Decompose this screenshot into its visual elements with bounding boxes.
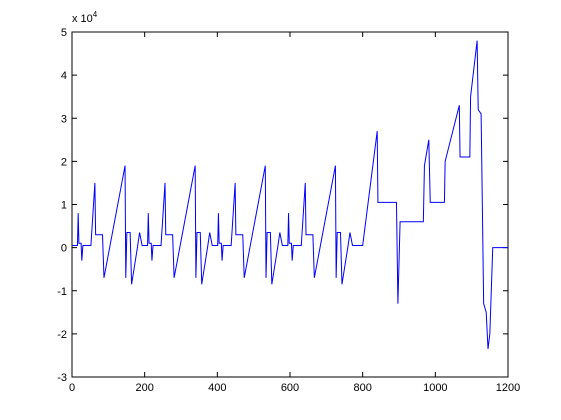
x-tick-label: 200 (135, 382, 153, 394)
x-tick-label: 400 (208, 382, 226, 394)
y-tick-label: -1 (57, 286, 67, 298)
axes-box (71, 31, 509, 378)
y-exponent: x 104 (72, 10, 98, 25)
y-tick-label: -3 (57, 372, 67, 384)
y-tick-label: 4 (61, 70, 67, 82)
y-tick-label: 0 (61, 243, 67, 255)
exponent-base: x 10 (72, 13, 93, 25)
exponent-power: 4 (93, 10, 98, 19)
data-line (72, 40, 508, 350)
x-tick-label: 600 (281, 382, 299, 394)
y-tick-label: 5 (61, 27, 67, 39)
x-tick-label: 1000 (423, 382, 447, 394)
y-tick-label: 3 (61, 113, 67, 125)
x-tick-label: 800 (353, 382, 371, 394)
y-tick-label: -2 (57, 329, 67, 341)
x-tick-label: 0 (69, 382, 75, 394)
y-tick-label: 2 (61, 156, 67, 168)
x-tick-label: 1200 (496, 382, 520, 394)
y-tick-label: 1 (61, 200, 67, 212)
